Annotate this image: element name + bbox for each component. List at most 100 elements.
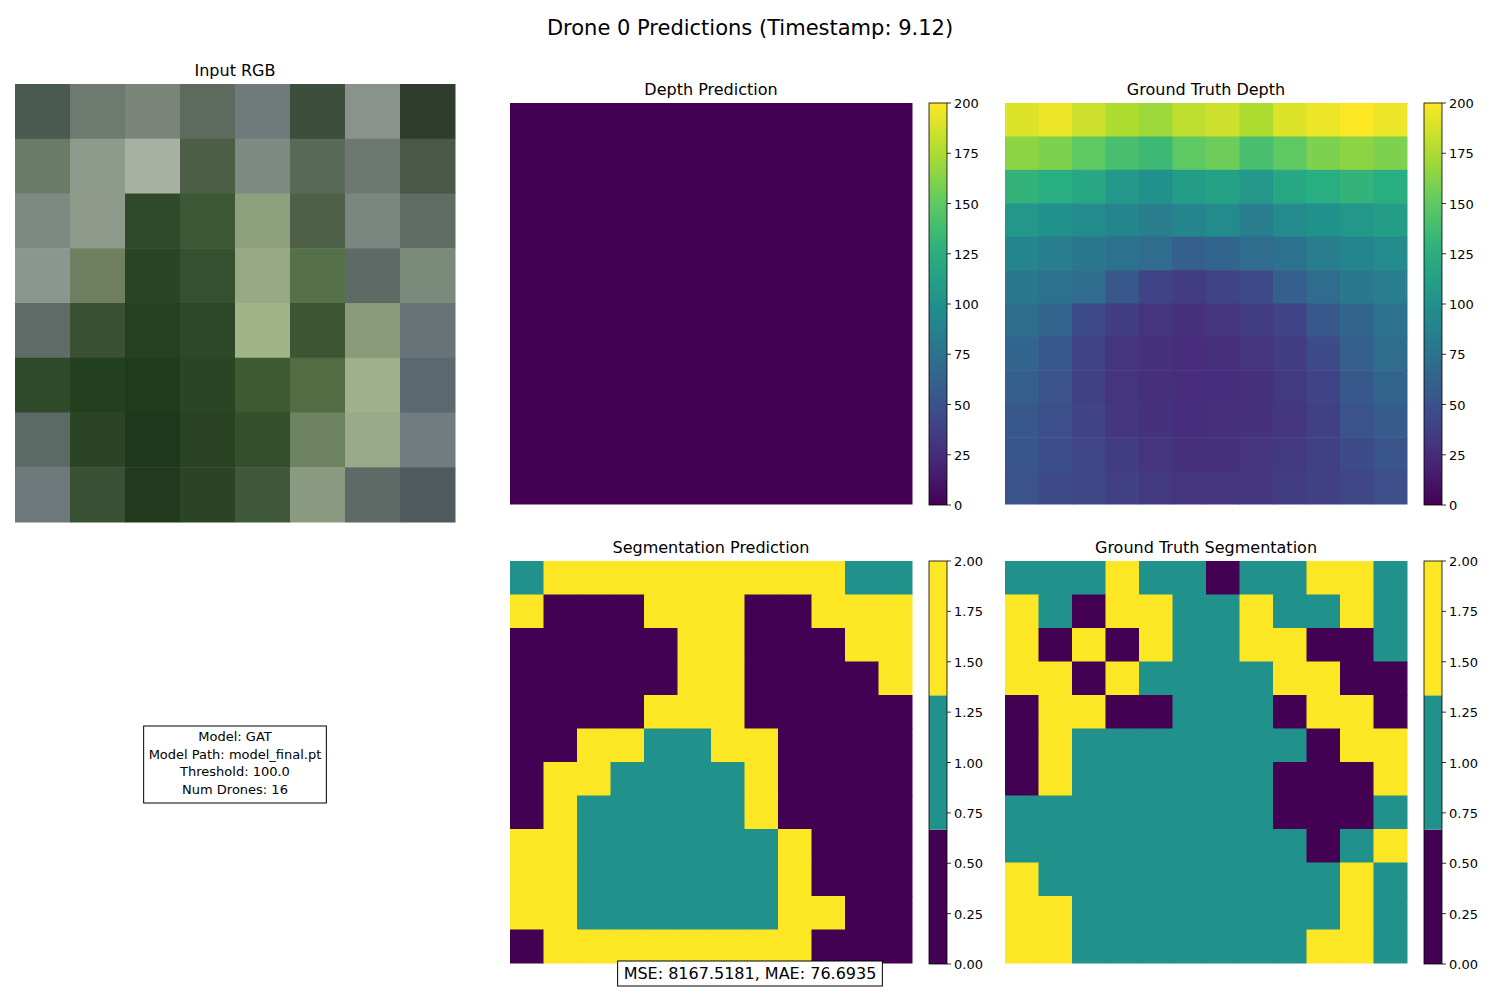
cell: [644, 796, 678, 830]
cell: [845, 762, 879, 796]
cell: [1072, 471, 1106, 505]
cell: [1173, 304, 1207, 338]
cell: [1240, 863, 1274, 897]
cell: [1273, 437, 1307, 471]
cell: [1273, 404, 1307, 438]
cell: [1374, 729, 1408, 763]
cell: [1307, 103, 1341, 137]
cell: [510, 796, 544, 830]
panel-title: Depth Prediction: [644, 80, 777, 99]
info-text: Model: GAT: [198, 729, 272, 744]
cell: [1106, 404, 1140, 438]
cell: [1340, 103, 1374, 137]
cell: [1139, 304, 1173, 338]
cell: [745, 829, 779, 863]
colorbar-band: [1424, 561, 1442, 695]
cell: [812, 796, 846, 830]
cell: [1340, 561, 1374, 595]
pixel: [180, 139, 236, 194]
cell: [1340, 628, 1374, 662]
cell: [1173, 471, 1207, 505]
cell: [1273, 471, 1307, 505]
cell: [1307, 170, 1341, 204]
pixel: [345, 139, 401, 194]
colorbar-tick: [1442, 203, 1446, 204]
cell: [1374, 829, 1408, 863]
cell: [1273, 237, 1307, 271]
pixel: [345, 84, 401, 139]
colorbar-tick: [947, 253, 951, 254]
colorbar-tick-label: 75: [1449, 347, 1466, 362]
cell: [1340, 270, 1374, 304]
colorbar-tick: [947, 611, 951, 612]
cell: [1139, 170, 1173, 204]
colorbar-tick: [1442, 253, 1446, 254]
cell: [1072, 628, 1106, 662]
cell: [1139, 829, 1173, 863]
colorbar: [1424, 103, 1442, 505]
cell: [1374, 337, 1408, 371]
cell: [1039, 203, 1073, 237]
panel: Depth Prediction0255075100125150175200: [510, 80, 979, 513]
colorbar-tick: [1442, 505, 1446, 506]
cell: [1173, 695, 1207, 729]
pixel: [180, 467, 236, 522]
cell: [1340, 337, 1374, 371]
colorbar-tick-label: 1.00: [1449, 756, 1478, 771]
cell: [1005, 695, 1039, 729]
cell: [1374, 103, 1408, 137]
pixel: [15, 358, 71, 413]
cell: [711, 662, 745, 696]
pixel: [70, 84, 126, 139]
cell: [1173, 136, 1207, 170]
cell: [644, 561, 678, 595]
colorbar-tick-label: 0.50: [954, 856, 983, 871]
cell: [1340, 896, 1374, 930]
colorbar-tick-label: 1.25: [1449, 705, 1478, 720]
pixel: [345, 303, 401, 358]
colorbar-tick-label: 125: [954, 247, 979, 262]
cell: [711, 628, 745, 662]
cell: [1072, 595, 1106, 629]
cell: [1307, 662, 1341, 696]
info-text: Model Path: model_final.pt: [149, 747, 322, 762]
colorbar-tick: [1442, 354, 1446, 355]
cell: [1039, 896, 1073, 930]
cell: [1072, 370, 1106, 404]
pixel: [290, 84, 346, 139]
cell: [711, 561, 745, 595]
cell: [1206, 561, 1240, 595]
colorbar-tick: [947, 812, 951, 813]
cell: [510, 103, 913, 505]
cell: [577, 695, 611, 729]
cell: [1173, 896, 1207, 930]
pixel: [15, 139, 71, 194]
cell: [1307, 471, 1341, 505]
panel-title: Input RGB: [194, 61, 275, 80]
cell: [1106, 930, 1140, 964]
colorbar-tick-label: 0.25: [954, 907, 983, 922]
pixel: [15, 467, 71, 522]
cell: [1374, 471, 1408, 505]
cell: [1005, 103, 1039, 137]
cell: [544, 662, 578, 696]
cell: [1139, 471, 1173, 505]
cell: [1106, 471, 1140, 505]
cell: [1173, 404, 1207, 438]
cell: [745, 561, 779, 595]
pixel: [125, 248, 181, 303]
cell: [879, 595, 913, 629]
cell: [879, 863, 913, 897]
colorbar-tick-label: 1.75: [1449, 604, 1478, 619]
cell: [711, 796, 745, 830]
cell: [879, 762, 913, 796]
cell: [1173, 863, 1207, 897]
cell: [1039, 270, 1073, 304]
cell: [611, 662, 645, 696]
cell: [1307, 896, 1341, 930]
cell: [1039, 628, 1073, 662]
info-box: Model: GATModel Path: model_final.ptThre…: [144, 726, 327, 803]
cell: [1173, 628, 1207, 662]
cell: [879, 662, 913, 696]
cell: [1106, 662, 1140, 696]
